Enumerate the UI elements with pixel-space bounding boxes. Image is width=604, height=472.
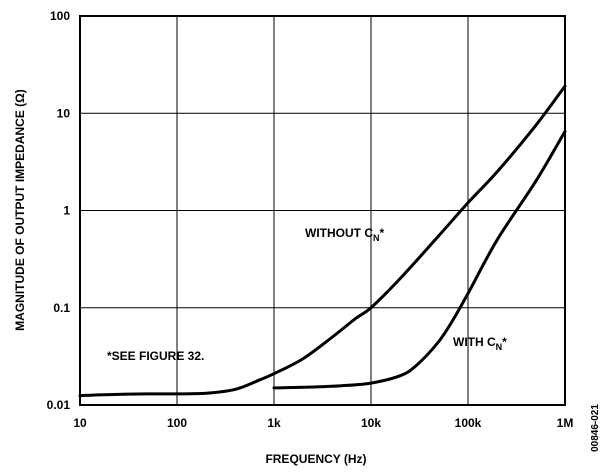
annotation-without-cn: WITHOUT CN* [305,226,385,243]
x-tick-label-1: 100 [167,416,187,430]
x-tick-label-3: 10k [361,416,381,430]
plot-frame [79,15,566,406]
y-tick-label-4: 100 [50,9,70,23]
y-tick-label-1: 0.1 [53,301,70,315]
y-tick-label-0: 0.01 [47,398,71,412]
y-tick-label-2: 1 [63,204,70,218]
x-tick-label-0: 10 [73,416,87,430]
annotation-see-figure: *SEE FIGURE 32. [107,349,204,363]
series-line-without [78,84,567,398]
series-layer [78,84,567,398]
x-tick-label-4: 100k [455,416,482,430]
x-axis-label: FREQUENCY (Hz) [265,452,366,466]
annotation-with-cn: WITH CN* [453,335,507,352]
series-line-with [272,129,567,390]
y-tick-labels: 0.01 0.1 1 10 100 [47,9,71,412]
y-axis-label: MAGNITUDE OF OUTPUT IMPEDANCE (Ω) [13,89,27,331]
y-tick-label-3: 10 [57,106,71,120]
x-tick-labels: 10 100 1k 10k 100k 1M [73,416,573,430]
x-tick-label-2: 1k [267,416,281,430]
x-tick-label-5: 1M [557,416,574,430]
figure-id: 00846-021 [590,404,601,452]
